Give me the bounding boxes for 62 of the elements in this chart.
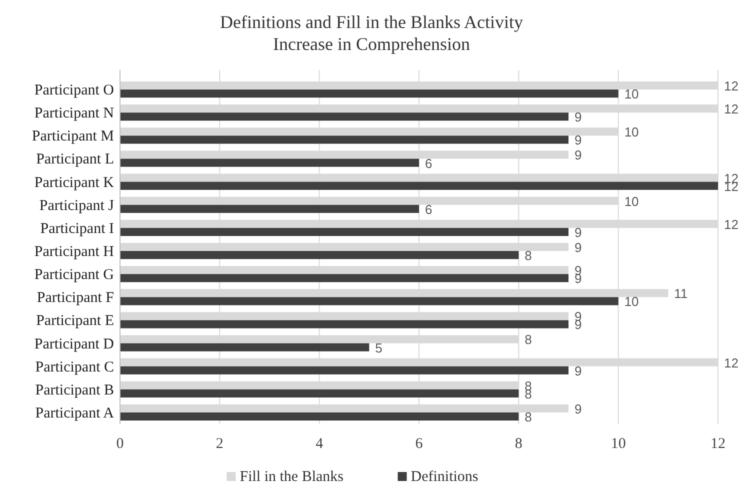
legend-label: Definitions	[410, 469, 478, 485]
bar	[120, 320, 568, 328]
bar	[120, 228, 568, 236]
data-label: 8	[524, 248, 532, 264]
data-label: 11	[674, 286, 688, 302]
data-label: 12	[724, 78, 738, 94]
data-label: 10	[624, 86, 639, 102]
x-tick-label: 2	[216, 436, 224, 452]
bar	[120, 204, 419, 213]
bar	[120, 389, 519, 398]
bar	[120, 158, 419, 167]
x-tick-label: 0	[116, 436, 124, 452]
x-tick-label: 6	[415, 436, 424, 452]
y-tick-label: Participant E	[36, 313, 114, 330]
y-tick-label: Participant I	[40, 220, 114, 237]
data-label: 9	[574, 224, 582, 240]
y-tick-label: Participant M	[32, 128, 114, 145]
y-tick-label: Participant N	[34, 106, 114, 122]
y-tick-label: Participant L	[36, 152, 114, 168]
legend-label: Fill in the Blanks	[240, 469, 344, 485]
y-tick-label: Participant A	[35, 405, 114, 422]
bar	[120, 251, 519, 260]
x-tick-label: 4	[316, 436, 324, 452]
data-label: 5	[375, 340, 382, 356]
y-tick-label: Participant K	[34, 174, 114, 191]
bar	[120, 136, 568, 144]
data-label: 9	[574, 363, 582, 378]
chart-title: Definitions and Fill in the Blanks Activity Increase in Comprehension	[220, 12, 523, 54]
y-tick-label: Participant H	[34, 244, 114, 260]
data-label: 9	[574, 132, 582, 148]
data-label: 12	[724, 216, 738, 232]
data-label: 6	[425, 202, 432, 217]
data-label: 8	[524, 332, 532, 348]
bar	[120, 112, 568, 121]
bar	[120, 297, 618, 306]
bar	[120, 343, 370, 352]
data-label: 12	[724, 102, 738, 117]
x-tick-label: 8	[514, 436, 522, 452]
data-label: 9	[574, 401, 582, 416]
data-label: 9	[574, 110, 582, 125]
bar	[120, 366, 568, 374]
y-tick-label: Participant G	[34, 267, 114, 284]
data-label: 10	[624, 194, 639, 209]
data-label: 10	[624, 124, 639, 140]
y-tick-label: Participant J	[39, 198, 114, 214]
bar	[120, 412, 519, 421]
data-label: 10	[624, 294, 639, 310]
data-label: 12	[724, 355, 738, 370]
bar	[120, 274, 568, 282]
y-tick-label: Participant C	[35, 359, 114, 376]
bar	[120, 90, 618, 98]
data-label: 8	[524, 410, 532, 425]
data-label: 6	[425, 156, 432, 171]
data-label: 9	[574, 148, 582, 163]
data-label: 9	[574, 240, 582, 255]
y-tick-label: Participant D	[34, 336, 114, 352]
y-tick-label: Participant F	[36, 290, 114, 306]
x-tick-label: 12	[710, 436, 726, 452]
y-tick-label: Participant O	[34, 82, 114, 99]
y-tick-label: Participant B	[35, 382, 114, 398]
x-tick-label: 10	[610, 436, 626, 452]
bar	[120, 182, 718, 190]
